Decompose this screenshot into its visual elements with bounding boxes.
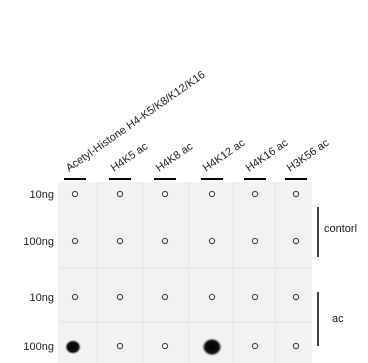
dot: [293, 343, 298, 348]
dot: [293, 294, 298, 299]
dot: [162, 343, 167, 348]
dot: [72, 294, 77, 299]
row-label: 10ng: [30, 292, 54, 304]
dot: [252, 191, 257, 196]
dot: [162, 238, 167, 243]
dot-blot-figure: contorl ac Acetyl-Histone H4-K5/K8/K12/K…: [0, 0, 368, 363]
group-label: ac: [332, 313, 344, 325]
membrane: [58, 182, 312, 363]
dot: [72, 191, 77, 196]
dot: [293, 191, 298, 196]
group-label: contorl: [324, 223, 357, 235]
dot: [117, 343, 122, 348]
dot: [252, 238, 257, 243]
dot: [72, 238, 77, 243]
dot: [162, 191, 167, 196]
dot: [202, 338, 222, 356]
dot: [209, 191, 214, 196]
dot: [117, 238, 122, 243]
dot: [209, 238, 214, 243]
dot: [252, 343, 257, 348]
row-label: 10ng: [30, 189, 54, 201]
dot: [117, 191, 122, 196]
dot: [65, 340, 81, 354]
column-label: H4K12 ac: [201, 137, 248, 175]
column-label: H4K5 ac: [109, 140, 151, 174]
dot: [162, 294, 167, 299]
column-label: H4K16 ac: [244, 137, 291, 175]
dot: [209, 294, 214, 299]
column-label: H4K8 ac: [154, 140, 196, 174]
row-label: 100ng: [23, 341, 54, 353]
dot: [252, 294, 257, 299]
dot: [117, 294, 122, 299]
dot: [293, 238, 298, 243]
row-label: 100ng: [23, 236, 54, 248]
column-label: H3K56 ac: [285, 137, 332, 175]
